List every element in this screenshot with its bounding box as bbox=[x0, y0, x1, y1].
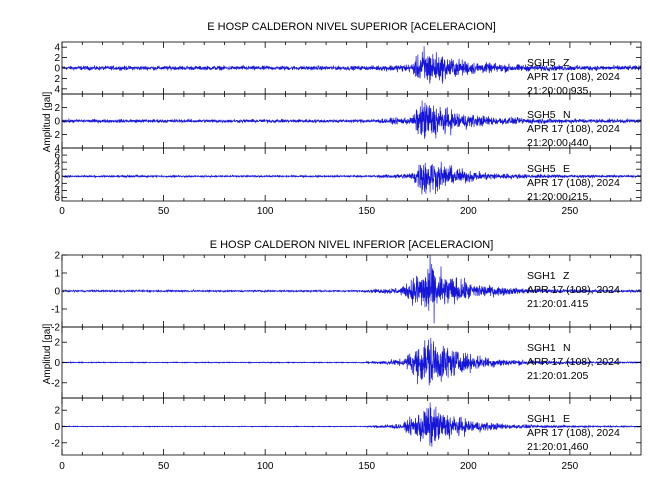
date-label: APR 17 (108), 2024 bbox=[527, 284, 620, 296]
component-label: Z bbox=[563, 270, 570, 282]
trace-line bbox=[61, 46, 642, 84]
y-tick-label: 2 bbox=[54, 406, 60, 417]
trace-line bbox=[61, 337, 642, 386]
trace-line bbox=[61, 100, 642, 139]
x-tick-label: 0 bbox=[59, 206, 65, 217]
y-tick-label: -2 bbox=[51, 323, 60, 334]
start-time-label: 21:20:01.205 bbox=[527, 370, 588, 382]
y-axis-label: Amplitud [gal] bbox=[42, 91, 53, 152]
y-tick-label: 0 bbox=[54, 422, 60, 433]
station-label: SGH1 bbox=[527, 413, 556, 425]
trace-line bbox=[61, 254, 642, 324]
y-tick-label: -2 bbox=[51, 438, 60, 449]
date-label: APR 17 (108), 2024 bbox=[527, 177, 620, 189]
start-time-label: 21:20:00.440 bbox=[527, 137, 588, 149]
x-tick-label: 200 bbox=[460, 461, 477, 472]
x-tick-label: 0 bbox=[59, 461, 65, 472]
panel-SGH1-Z: 2 1 0 -1 -2 SGH1 Z APR 17 (108), 2024 21:20:01.4… bbox=[51, 251, 642, 334]
station-label: SGH1 bbox=[527, 342, 556, 354]
component-label: Z bbox=[563, 57, 570, 69]
panel-SGH5-N: 2 0 2 4 SGH5 N APR 17 (108), 2024 21:20:00.440 bbox=[54, 93, 642, 155]
y-tick-label: -2 bbox=[51, 378, 60, 389]
panel-SGH1-E: 2 0 -2 SGH1 E APR 17 (108), 2024 21:20:01.460 bbox=[51, 397, 642, 456]
component-label: N bbox=[563, 342, 571, 354]
y-tick-label: 4 bbox=[54, 43, 60, 54]
y-tick-label: 6 bbox=[54, 151, 60, 162]
y-tick-label: 6 bbox=[54, 193, 60, 204]
date-label: APR 17 (108), 2024 bbox=[527, 71, 620, 83]
date-label: APR 17 (108), 2024 bbox=[527, 123, 620, 135]
y-tick-label: -1 bbox=[51, 305, 60, 316]
y-tick-label: 2 bbox=[54, 338, 60, 349]
y-tick-label: 2 bbox=[54, 165, 60, 176]
panel-frame bbox=[61, 147, 642, 202]
start-time-label: 21:20:00.935 bbox=[527, 85, 588, 97]
y-tick-label: 4 bbox=[54, 84, 60, 95]
x-tick-label: 150 bbox=[358, 461, 375, 472]
station-label: SGH1 bbox=[527, 270, 556, 282]
trace-line bbox=[61, 402, 642, 447]
x-tick-label: 200 bbox=[460, 206, 477, 217]
x-tick-label: 250 bbox=[562, 461, 579, 472]
date-label: APR 17 (108), 2024 bbox=[527, 356, 620, 368]
start-time-label: 21:20:00.215 bbox=[527, 191, 588, 203]
component-label: E bbox=[563, 413, 570, 425]
component-label: E bbox=[563, 163, 570, 175]
y-tick-label: 4 bbox=[54, 158, 60, 169]
component-label: N bbox=[563, 109, 571, 121]
y-tick-label: 2 bbox=[54, 179, 60, 190]
x-tick-label: 50 bbox=[158, 206, 170, 217]
y-tick-label: 2 bbox=[54, 74, 60, 85]
station-label: SGH5 bbox=[527, 109, 556, 121]
x-tick-label: 50 bbox=[158, 461, 170, 472]
x-tick-label: 100 bbox=[257, 461, 274, 472]
y-tick-label: 0 bbox=[54, 172, 60, 183]
date-label: APR 17 (108), 2024 bbox=[527, 427, 620, 439]
y-tick-label: 0 bbox=[54, 117, 60, 128]
chart-title: E HOSP CALDERON NIVEL SUPERIOR [ACELERAC… bbox=[207, 21, 496, 33]
chart-title: E HOSP CALDERON NIVEL INFERIOR [ACELERAC… bbox=[210, 239, 494, 251]
y-tick-label: 4 bbox=[54, 186, 60, 197]
x-tick-label: 150 bbox=[358, 206, 375, 217]
y-tick-label: 2 bbox=[54, 251, 60, 262]
start-time-label: 21:20:01.415 bbox=[527, 298, 588, 310]
trace-line bbox=[61, 161, 642, 195]
start-time-label: 21:20:01.460 bbox=[527, 441, 588, 453]
y-tick-label: 0 bbox=[54, 358, 60, 369]
station-label: SGH5 bbox=[527, 163, 556, 175]
y-tick-label: 2 bbox=[54, 53, 60, 64]
y-tick-label: 2 bbox=[54, 130, 60, 141]
x-tick-label: 250 bbox=[562, 206, 579, 217]
y-tick-label: 0 bbox=[54, 64, 60, 75]
y-tick-label: 2 bbox=[54, 103, 60, 114]
x-tick-label: 100 bbox=[257, 206, 274, 217]
panel-SGH1-N: 2 0 -2 SGH1 N APR 17 (108), 2024 21:20:01.205 bbox=[51, 326, 642, 399]
y-tick-label: 0 bbox=[54, 287, 60, 298]
y-tick-label: 1 bbox=[54, 269, 60, 280]
station-label: SGH5 bbox=[527, 57, 556, 69]
y-tick-label: 4 bbox=[54, 144, 60, 155]
y-axis-label: Amplitud [gal] bbox=[42, 323, 53, 384]
